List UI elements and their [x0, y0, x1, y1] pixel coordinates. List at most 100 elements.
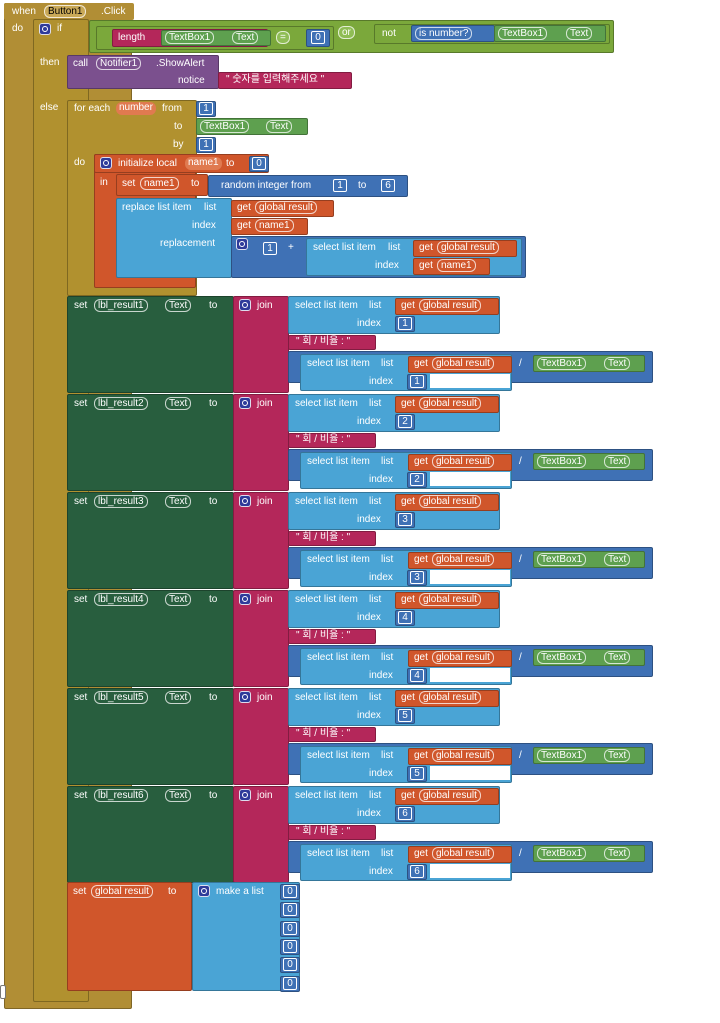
- zero-value[interactable]: 0: [283, 958, 297, 972]
- message-text-block[interactable]: [218, 72, 352, 89]
- text-prop-dropdown[interactable]: Text: [232, 31, 259, 44]
- set-label-row[interactable]: [67, 688, 234, 785]
- ratio-text-block[interactable]: [288, 531, 376, 546]
- inner-global-result-dropdown[interactable]: global result: [432, 847, 494, 860]
- zero-value[interactable]: 0: [311, 31, 325, 44]
- label-dropdown[interactable]: lbl_result2: [94, 397, 148, 410]
- eq-dropdown[interactable]: =: [276, 31, 290, 44]
- index-value[interactable]: 1: [398, 317, 412, 330]
- name1-dropdown-1[interactable]: name1: [255, 219, 294, 232]
- global-result-dropdown[interactable]: global result: [419, 495, 481, 508]
- text-prop-dropdown[interactable]: Text: [604, 357, 631, 370]
- index-number-block[interactable]: [395, 414, 415, 430]
- local-init-value[interactable]: 0: [252, 157, 266, 170]
- button1-dropdown[interactable]: Button1: [44, 5, 87, 18]
- join-mutator-icon[interactable]: [239, 593, 251, 605]
- index-number-block[interactable]: [395, 806, 415, 822]
- text-prop-dropdown[interactable]: Text: [165, 789, 192, 802]
- text-prop-dropdown[interactable]: Text: [604, 553, 631, 566]
- by-number-block[interactable]: [196, 137, 216, 153]
- zero-number-block[interactable]: [280, 957, 300, 974]
- text-prop-dropdown[interactable]: Text: [165, 691, 192, 704]
- zero-number-block[interactable]: [280, 884, 300, 900]
- local-name[interactable]: name1: [185, 157, 222, 170]
- index-value[interactable]: 6: [398, 807, 412, 820]
- zero-number-block[interactable]: [280, 975, 300, 992]
- index-value[interactable]: 2: [398, 415, 412, 428]
- random-high[interactable]: 6: [381, 179, 395, 192]
- join-block[interactable]: [233, 590, 289, 687]
- inner-index-number-block[interactable]: [407, 668, 427, 684]
- set-name1-dropdown[interactable]: name1: [140, 177, 179, 190]
- text-prop-dropdown[interactable]: Text: [165, 299, 192, 312]
- random-integer-block[interactable]: [208, 175, 408, 197]
- inner-index-number-block[interactable]: [407, 570, 427, 586]
- make-list-mutator-icon[interactable]: [198, 885, 210, 897]
- textbox1-dropdown[interactable]: TextBox1: [537, 553, 587, 566]
- zero-value[interactable]: 0: [283, 939, 297, 953]
- global-result-dropdown-1[interactable]: global result: [255, 201, 317, 214]
- ratio-text-block[interactable]: [288, 433, 376, 448]
- inner-index-number-block[interactable]: [407, 766, 427, 782]
- inner-index-value[interactable]: 3: [410, 571, 424, 584]
- local-mutator-icon[interactable]: [100, 157, 112, 169]
- ratio-text[interactable]: " 회 / 비율 : ": [296, 434, 351, 445]
- global-result-dropdown[interactable]: global result: [419, 299, 481, 312]
- inner-global-result-dropdown[interactable]: global result: [432, 553, 494, 566]
- text-prop-dropdown[interactable]: Text: [604, 651, 631, 664]
- inner-index-number-block[interactable]: [407, 472, 427, 488]
- join-block[interactable]: [233, 688, 289, 785]
- index-value[interactable]: 4: [398, 611, 412, 624]
- join-mutator-icon[interactable]: [239, 789, 251, 801]
- index-value[interactable]: 5: [398, 709, 412, 722]
- ratio-text[interactable]: " 회 / 비율 : ": [296, 532, 351, 543]
- text-prop-dropdown[interactable]: Text: [165, 495, 192, 508]
- or-dropdown[interactable]: or: [338, 26, 355, 39]
- zero-value[interactable]: 0: [283, 903, 297, 917]
- textbox1-dropdown-2[interactable]: TextBox1: [498, 27, 548, 40]
- final-global-result-dropdown[interactable]: global result: [91, 885, 153, 898]
- text-prop-dropdown[interactable]: Text: [604, 749, 631, 762]
- index-number-block[interactable]: [395, 316, 415, 332]
- zero-value[interactable]: 0: [283, 885, 297, 898]
- text-prop-dropdown-2[interactable]: Text: [566, 27, 593, 40]
- join-mutator-icon[interactable]: [239, 691, 251, 703]
- label-dropdown[interactable]: lbl_result1: [94, 299, 148, 312]
- plus-one[interactable]: 1: [263, 242, 277, 255]
- set-label-row[interactable]: [67, 394, 234, 491]
- notifier1-dropdown[interactable]: Notifier1: [96, 57, 142, 70]
- label-dropdown[interactable]: lbl_result5: [94, 691, 148, 704]
- notifier-call-block[interactable]: [67, 55, 219, 89]
- zero-number-block[interactable]: [280, 920, 300, 937]
- label-dropdown[interactable]: lbl_result4: [94, 593, 148, 606]
- ratio-text[interactable]: " 회 / 비율 : ": [296, 826, 351, 837]
- set-global-result-block[interactable]: [67, 882, 192, 991]
- zero-number-block[interactable]: [280, 938, 300, 955]
- plus-mutator-icon[interactable]: [236, 238, 248, 250]
- zero-number-block[interactable]: [280, 902, 300, 919]
- index-number-block[interactable]: [395, 708, 415, 724]
- from-value[interactable]: 1: [199, 102, 213, 115]
- ratio-text-block[interactable]: [288, 825, 376, 840]
- inner-index-value[interactable]: 1: [410, 375, 424, 388]
- inner-index-value[interactable]: 6: [410, 865, 424, 878]
- replace-list-item-block[interactable]: [116, 198, 232, 278]
- textbox1-dropdown[interactable]: TextBox1: [537, 847, 587, 860]
- index-value[interactable]: 3: [398, 513, 412, 526]
- textbox1-dropdown[interactable]: TextBox1: [537, 651, 587, 664]
- ratio-text-block[interactable]: [288, 727, 376, 742]
- set-label-row[interactable]: [67, 786, 234, 883]
- inner-index-value[interactable]: 4: [410, 669, 424, 682]
- inner-index-number-block[interactable]: [407, 374, 427, 390]
- ratio-text-block[interactable]: [288, 629, 376, 644]
- join-mutator-icon[interactable]: [239, 495, 251, 507]
- textbox1-dropdown[interactable]: TextBox1: [537, 357, 587, 370]
- ratio-text[interactable]: " 회 / 비율 : ": [296, 630, 351, 641]
- inner-global-result-dropdown[interactable]: global result: [432, 455, 494, 468]
- ratio-text[interactable]: " 회 / 비율 : ": [296, 728, 351, 739]
- set-label-row[interactable]: [67, 492, 234, 589]
- by-value[interactable]: 1: [199, 138, 213, 151]
- global-result-dropdown[interactable]: global result: [419, 789, 481, 802]
- inner-index-value[interactable]: 5: [410, 767, 424, 780]
- join-block[interactable]: [233, 296, 289, 393]
